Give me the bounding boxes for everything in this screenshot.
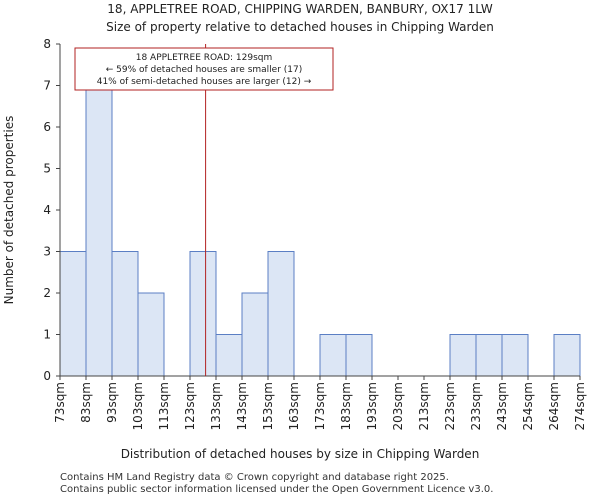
y-tick-label: 1 <box>43 328 51 342</box>
x-tick-label: 254sqm <box>521 382 535 430</box>
y-tick-label: 3 <box>43 245 51 259</box>
footer-licence: Contains public sector information licen… <box>60 484 494 495</box>
x-tick-label: 213sqm <box>417 382 431 430</box>
y-tick-label: 7 <box>43 79 51 93</box>
x-tick-label: 153sqm <box>261 382 275 430</box>
y-tick-label: 4 <box>43 203 51 217</box>
footer-copyright: Contains HM Land Registry data © Crown c… <box>60 472 449 483</box>
x-tick-label: 103sqm <box>131 382 145 430</box>
bar-243sqm <box>501 334 529 377</box>
x-tick-label: 173sqm <box>313 382 327 430</box>
bar-233sqm <box>475 334 503 377</box>
x-tick-label: 163sqm <box>287 382 301 430</box>
annotation-line-3: 41% of semi-detached houses are larger (… <box>97 77 312 87</box>
bar-123sqm <box>189 251 217 377</box>
x-tick-label: 113sqm <box>157 382 171 430</box>
y-axis-label: Number of detached properties <box>2 116 16 305</box>
x-tick-label: 83sqm <box>79 382 93 423</box>
bar-183sqm <box>345 334 373 377</box>
x-tick-label: 143sqm <box>235 382 249 430</box>
x-tick-label: 73sqm <box>53 382 67 423</box>
bar-173sqm <box>319 334 347 377</box>
y-tick-label: 8 <box>43 37 51 51</box>
bar-153sqm <box>267 251 295 377</box>
bar-223sqm <box>449 334 477 377</box>
y-tick-label: 2 <box>43 286 51 300</box>
annotation-line-2: ← 59% of detached houses are smaller (17… <box>106 65 303 75</box>
annotation-line-1: 18 APPLETREE ROAD: 129sqm <box>136 53 273 63</box>
x-tick-label: 203sqm <box>391 382 405 430</box>
bar-133sqm <box>215 334 243 377</box>
y-tick-label: 0 <box>43 369 51 383</box>
x-tick-label: 193sqm <box>365 382 379 430</box>
x-tick-label: 233sqm <box>469 382 483 430</box>
x-tick-label: 183sqm <box>339 382 353 430</box>
bar-83sqm <box>85 85 113 377</box>
chart-title-line-2: Size of property relative to detached ho… <box>106 20 494 34</box>
x-tick-label: 133sqm <box>209 382 223 430</box>
x-tick-label: 223sqm <box>443 382 457 430</box>
bar-73sqm <box>59 251 87 377</box>
x-tick-label: 264sqm <box>547 382 561 430</box>
x-axis-label: Distribution of detached houses by size … <box>121 447 480 461</box>
bar-103sqm <box>137 292 165 377</box>
bar-93sqm <box>111 251 139 377</box>
bar-143sqm <box>241 292 269 377</box>
chart-title-line-1: 18, APPLETREE ROAD, CHIPPING WARDEN, BAN… <box>107 2 493 16</box>
bar-264sqm <box>553 334 581 377</box>
y-tick-label: 5 <box>43 162 51 176</box>
y-axis-ticks: 0 1 2 3 4 5 6 7 8 <box>43 37 60 383</box>
bars-group <box>59 85 581 377</box>
x-tick-label: 123sqm <box>183 382 197 430</box>
x-tick-label: 93sqm <box>105 382 119 423</box>
annotation-box: 18 APPLETREE ROAD: 129sqm ← 59% of detac… <box>74 47 334 91</box>
y-tick-label: 6 <box>43 120 51 134</box>
x-tick-label: 274sqm <box>573 382 587 430</box>
x-axis-ticks: 73sqm 83sqm 93sqm 103sqm 113sqm 123sqm 133sqm 1… <box>53 376 587 430</box>
x-tick-label: 243sqm <box>495 382 509 430</box>
